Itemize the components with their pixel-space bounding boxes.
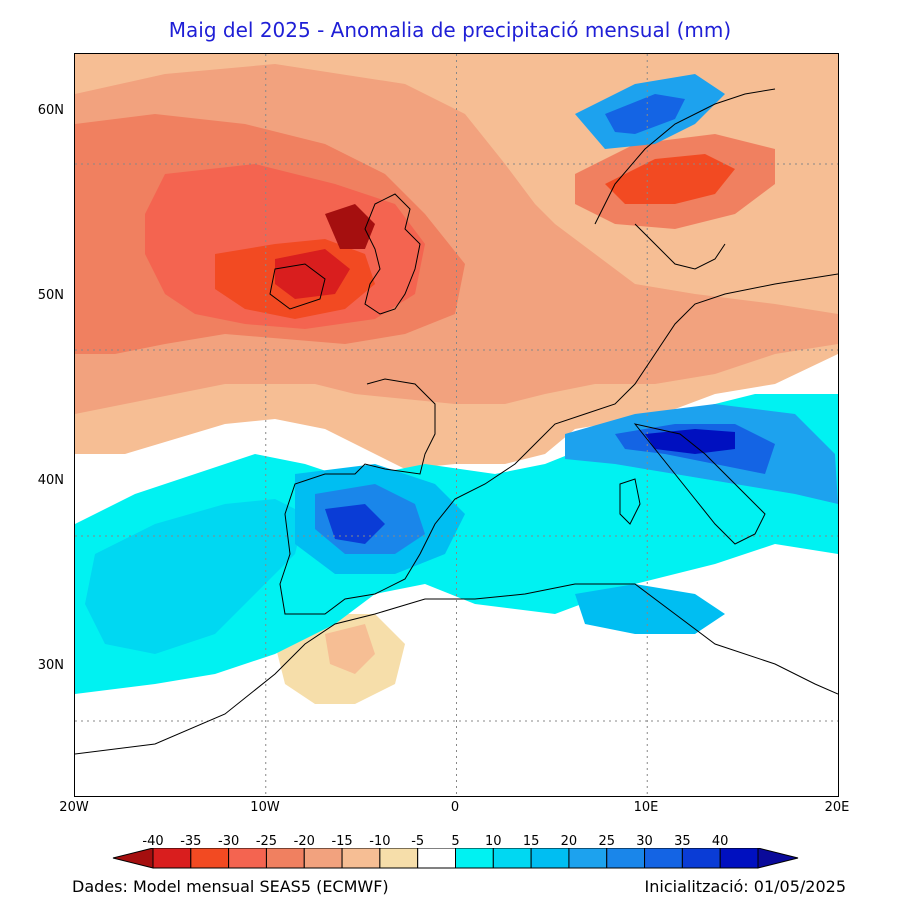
colorbar-tick-label: -30 xyxy=(218,834,240,849)
colorbar-segment xyxy=(303,848,343,869)
colorbar-tick-label: 25 xyxy=(598,834,616,849)
anomaly-map xyxy=(75,54,838,796)
colorbar-segment xyxy=(190,848,230,869)
colorbar-segment xyxy=(341,848,381,869)
colorbar-tick-label: 10 xyxy=(485,834,502,849)
colorbar-arrow-left xyxy=(112,848,154,869)
lat-label-50n: 50N xyxy=(37,288,64,303)
colorbar-tick-label: 15 xyxy=(522,834,540,849)
colorbar-segment xyxy=(681,848,721,869)
colorbar-arrow-right xyxy=(757,848,799,869)
colorbar-segment xyxy=(492,848,532,869)
colorbar-segment xyxy=(606,848,646,869)
colorbar-segment xyxy=(379,848,419,869)
colorbar-tick-label: 40 xyxy=(711,834,729,849)
colorbar-segment xyxy=(152,848,192,869)
lat-label-60n: 60N xyxy=(37,103,64,118)
colorbar-segment xyxy=(530,848,570,869)
lon-label-0: 0 xyxy=(450,800,460,815)
colorbar-tick-label: 35 xyxy=(674,834,691,849)
colorbar-segment xyxy=(228,848,267,869)
lon-label-20e: 20E xyxy=(824,800,850,815)
colorbar-tick-label: -40 xyxy=(142,834,164,849)
init-date: Inicialització: 01/05/2025 xyxy=(644,877,846,896)
colorbar-segment xyxy=(265,848,305,869)
colorbar-tick-label: 5 xyxy=(451,834,460,849)
lon-label-10e: 10E xyxy=(633,800,659,815)
lon-label-20w: 20W xyxy=(59,800,89,815)
colorbar-tick-label: -20 xyxy=(293,834,315,849)
colorbar-tick-label: 30 xyxy=(636,834,653,849)
data-source: Dades: Model mensual SEAS5 (ECMWF) xyxy=(72,877,389,896)
colorbar-tick-label: -35 xyxy=(180,834,202,849)
colorbar-tick-label: -15 xyxy=(331,834,353,849)
map-panel xyxy=(74,53,839,797)
graticule xyxy=(75,54,838,796)
lon-label-10w: 10W xyxy=(250,800,280,815)
colorbar-segment xyxy=(417,848,456,869)
colorbar-tick-label: -10 xyxy=(369,834,391,849)
colorbar-tick-label: -5 xyxy=(411,834,425,849)
colorbar-tick-label: 20 xyxy=(560,834,578,849)
lat-label-30n: 30N xyxy=(37,658,64,673)
colorbar-segment xyxy=(455,848,494,869)
lat-label-40n: 40N xyxy=(37,473,64,488)
map-title: Maig del 2025 - Anomalia de precipitació… xyxy=(168,18,732,42)
colorbar-tick-label: -25 xyxy=(255,834,278,849)
colorbar-segment xyxy=(644,848,683,869)
coastlines xyxy=(75,88,838,755)
colorbar-segment xyxy=(719,848,759,869)
colorbar xyxy=(112,848,799,869)
colorbar-segment xyxy=(568,848,608,869)
